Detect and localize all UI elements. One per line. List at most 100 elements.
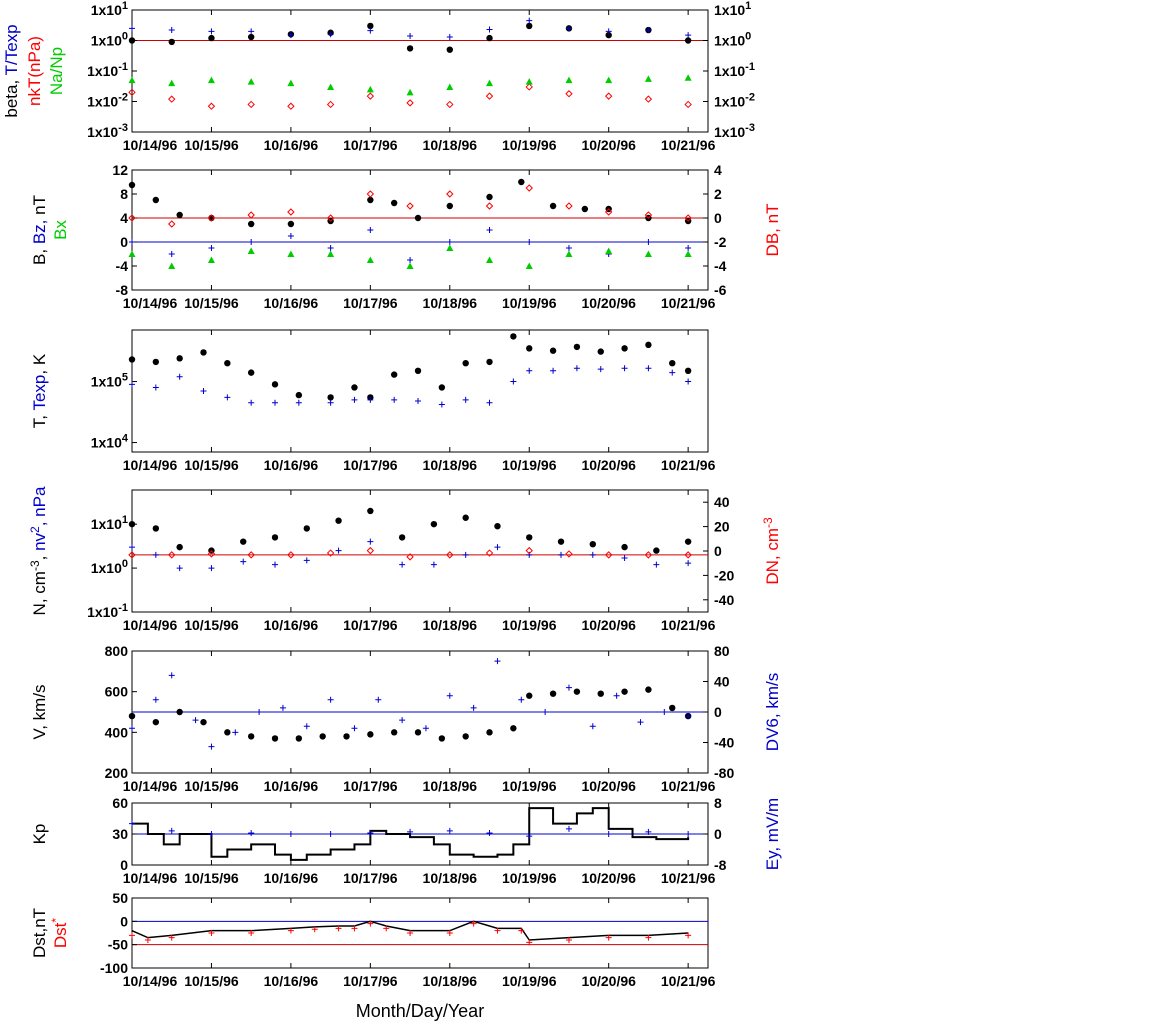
data-point xyxy=(327,31,334,38)
data-point xyxy=(621,345,628,352)
data-point xyxy=(549,202,557,210)
data-point xyxy=(653,561,660,568)
series-1 xyxy=(129,920,692,946)
data-point xyxy=(208,831,215,837)
x-tick-label: 10/19/96 xyxy=(502,778,557,794)
x-tick-label: 10/20/96 xyxy=(581,137,636,153)
data-point xyxy=(375,696,382,703)
right-tick-label: 1x10-2 xyxy=(714,92,755,110)
y-tick-label: 400 xyxy=(105,724,129,740)
data-point xyxy=(414,367,422,375)
data-point xyxy=(542,709,549,715)
right-tick-label: 8 xyxy=(714,795,722,811)
series-0 xyxy=(128,686,692,742)
data-point xyxy=(684,538,692,545)
data-point xyxy=(311,926,318,933)
data-point xyxy=(295,391,303,399)
data-point xyxy=(438,384,446,391)
data-point xyxy=(272,561,279,568)
data-point xyxy=(597,348,604,355)
data-point xyxy=(208,34,215,42)
data-point xyxy=(129,820,135,827)
data-point xyxy=(366,92,375,100)
data-point xyxy=(526,345,533,352)
data-point xyxy=(192,717,199,724)
x-tick-label: 10/18/96 xyxy=(423,870,478,886)
data-point xyxy=(287,551,295,559)
data-point xyxy=(168,934,175,941)
data-point xyxy=(367,538,374,545)
data-point xyxy=(604,208,613,216)
data-point xyxy=(644,551,653,559)
data-point xyxy=(207,76,215,84)
data-point xyxy=(597,690,604,697)
data-point xyxy=(414,729,422,736)
x-tick-label: 10/14/96 xyxy=(123,457,178,473)
data-point xyxy=(549,690,557,697)
x-tick-label: 10/14/96 xyxy=(123,870,178,886)
right-tick-label: 4 xyxy=(714,162,722,178)
x-tick-label: 10/14/96 xyxy=(123,778,178,794)
data-point xyxy=(621,365,628,372)
data-point xyxy=(129,239,135,245)
data-point xyxy=(351,725,358,732)
right-axis-label: DN, cm-3 xyxy=(761,517,782,585)
data-point xyxy=(399,561,406,568)
data-point xyxy=(335,925,342,932)
data-point xyxy=(644,250,652,257)
data-point xyxy=(565,684,572,691)
data-point xyxy=(462,733,469,740)
y-tick-label: 800 xyxy=(105,643,129,659)
y-tick-label: 1x105 xyxy=(91,372,128,390)
x-tick-label: 10/17/96 xyxy=(343,617,398,633)
data-point xyxy=(168,95,176,103)
data-point xyxy=(232,729,239,736)
data-point xyxy=(152,358,160,366)
data-point xyxy=(510,725,517,732)
data-point xyxy=(367,27,374,34)
data-point xyxy=(565,202,573,210)
data-point xyxy=(597,366,604,373)
data-point xyxy=(208,245,215,251)
data-point xyxy=(510,333,517,340)
right-axis-label: DV6, km/s xyxy=(763,673,782,751)
data-point xyxy=(525,83,533,91)
y-tick-label: 1x101 xyxy=(91,0,128,18)
data-point xyxy=(494,544,501,551)
series-3 xyxy=(128,244,692,269)
data-point xyxy=(247,220,255,228)
right-tick-label: -4 xyxy=(714,258,727,274)
data-point xyxy=(462,551,469,558)
data-point xyxy=(605,28,612,35)
data-point xyxy=(549,347,557,354)
x-tick-label: 10/14/96 xyxy=(123,295,178,311)
data-point xyxy=(526,939,533,946)
y-tick-label: -100 xyxy=(100,960,128,976)
data-point xyxy=(406,202,414,210)
series-1 xyxy=(129,538,692,572)
y-tick-label: 0 xyxy=(120,913,128,929)
data-point xyxy=(128,88,136,97)
data-point xyxy=(645,365,652,372)
data-point xyxy=(367,731,374,738)
x-tick-label: 10/18/96 xyxy=(423,457,478,473)
data-point xyxy=(494,522,501,530)
data-point xyxy=(287,927,294,934)
y-tick-label: 1x101 xyxy=(91,514,128,532)
data-point xyxy=(485,92,494,100)
y-tick-label: 600 xyxy=(105,684,129,700)
data-point xyxy=(407,930,414,936)
data-point xyxy=(207,256,215,263)
data-point xyxy=(391,396,398,403)
data-point xyxy=(152,525,160,532)
x-tick-label: 10/21/96 xyxy=(661,457,716,473)
y-tick-label: 1x10-3 xyxy=(87,122,128,140)
data-point xyxy=(526,833,533,840)
panel-velocity: 200 400 600 800 -80 -40 0 40 80 10/14/96 10/15/96 1… xyxy=(30,643,782,794)
data-point xyxy=(399,717,406,724)
data-point xyxy=(462,396,469,403)
right-tick-label: 1x10-3 xyxy=(714,122,755,140)
data-point xyxy=(446,46,453,53)
data-point xyxy=(176,373,183,380)
data-point xyxy=(287,250,295,257)
